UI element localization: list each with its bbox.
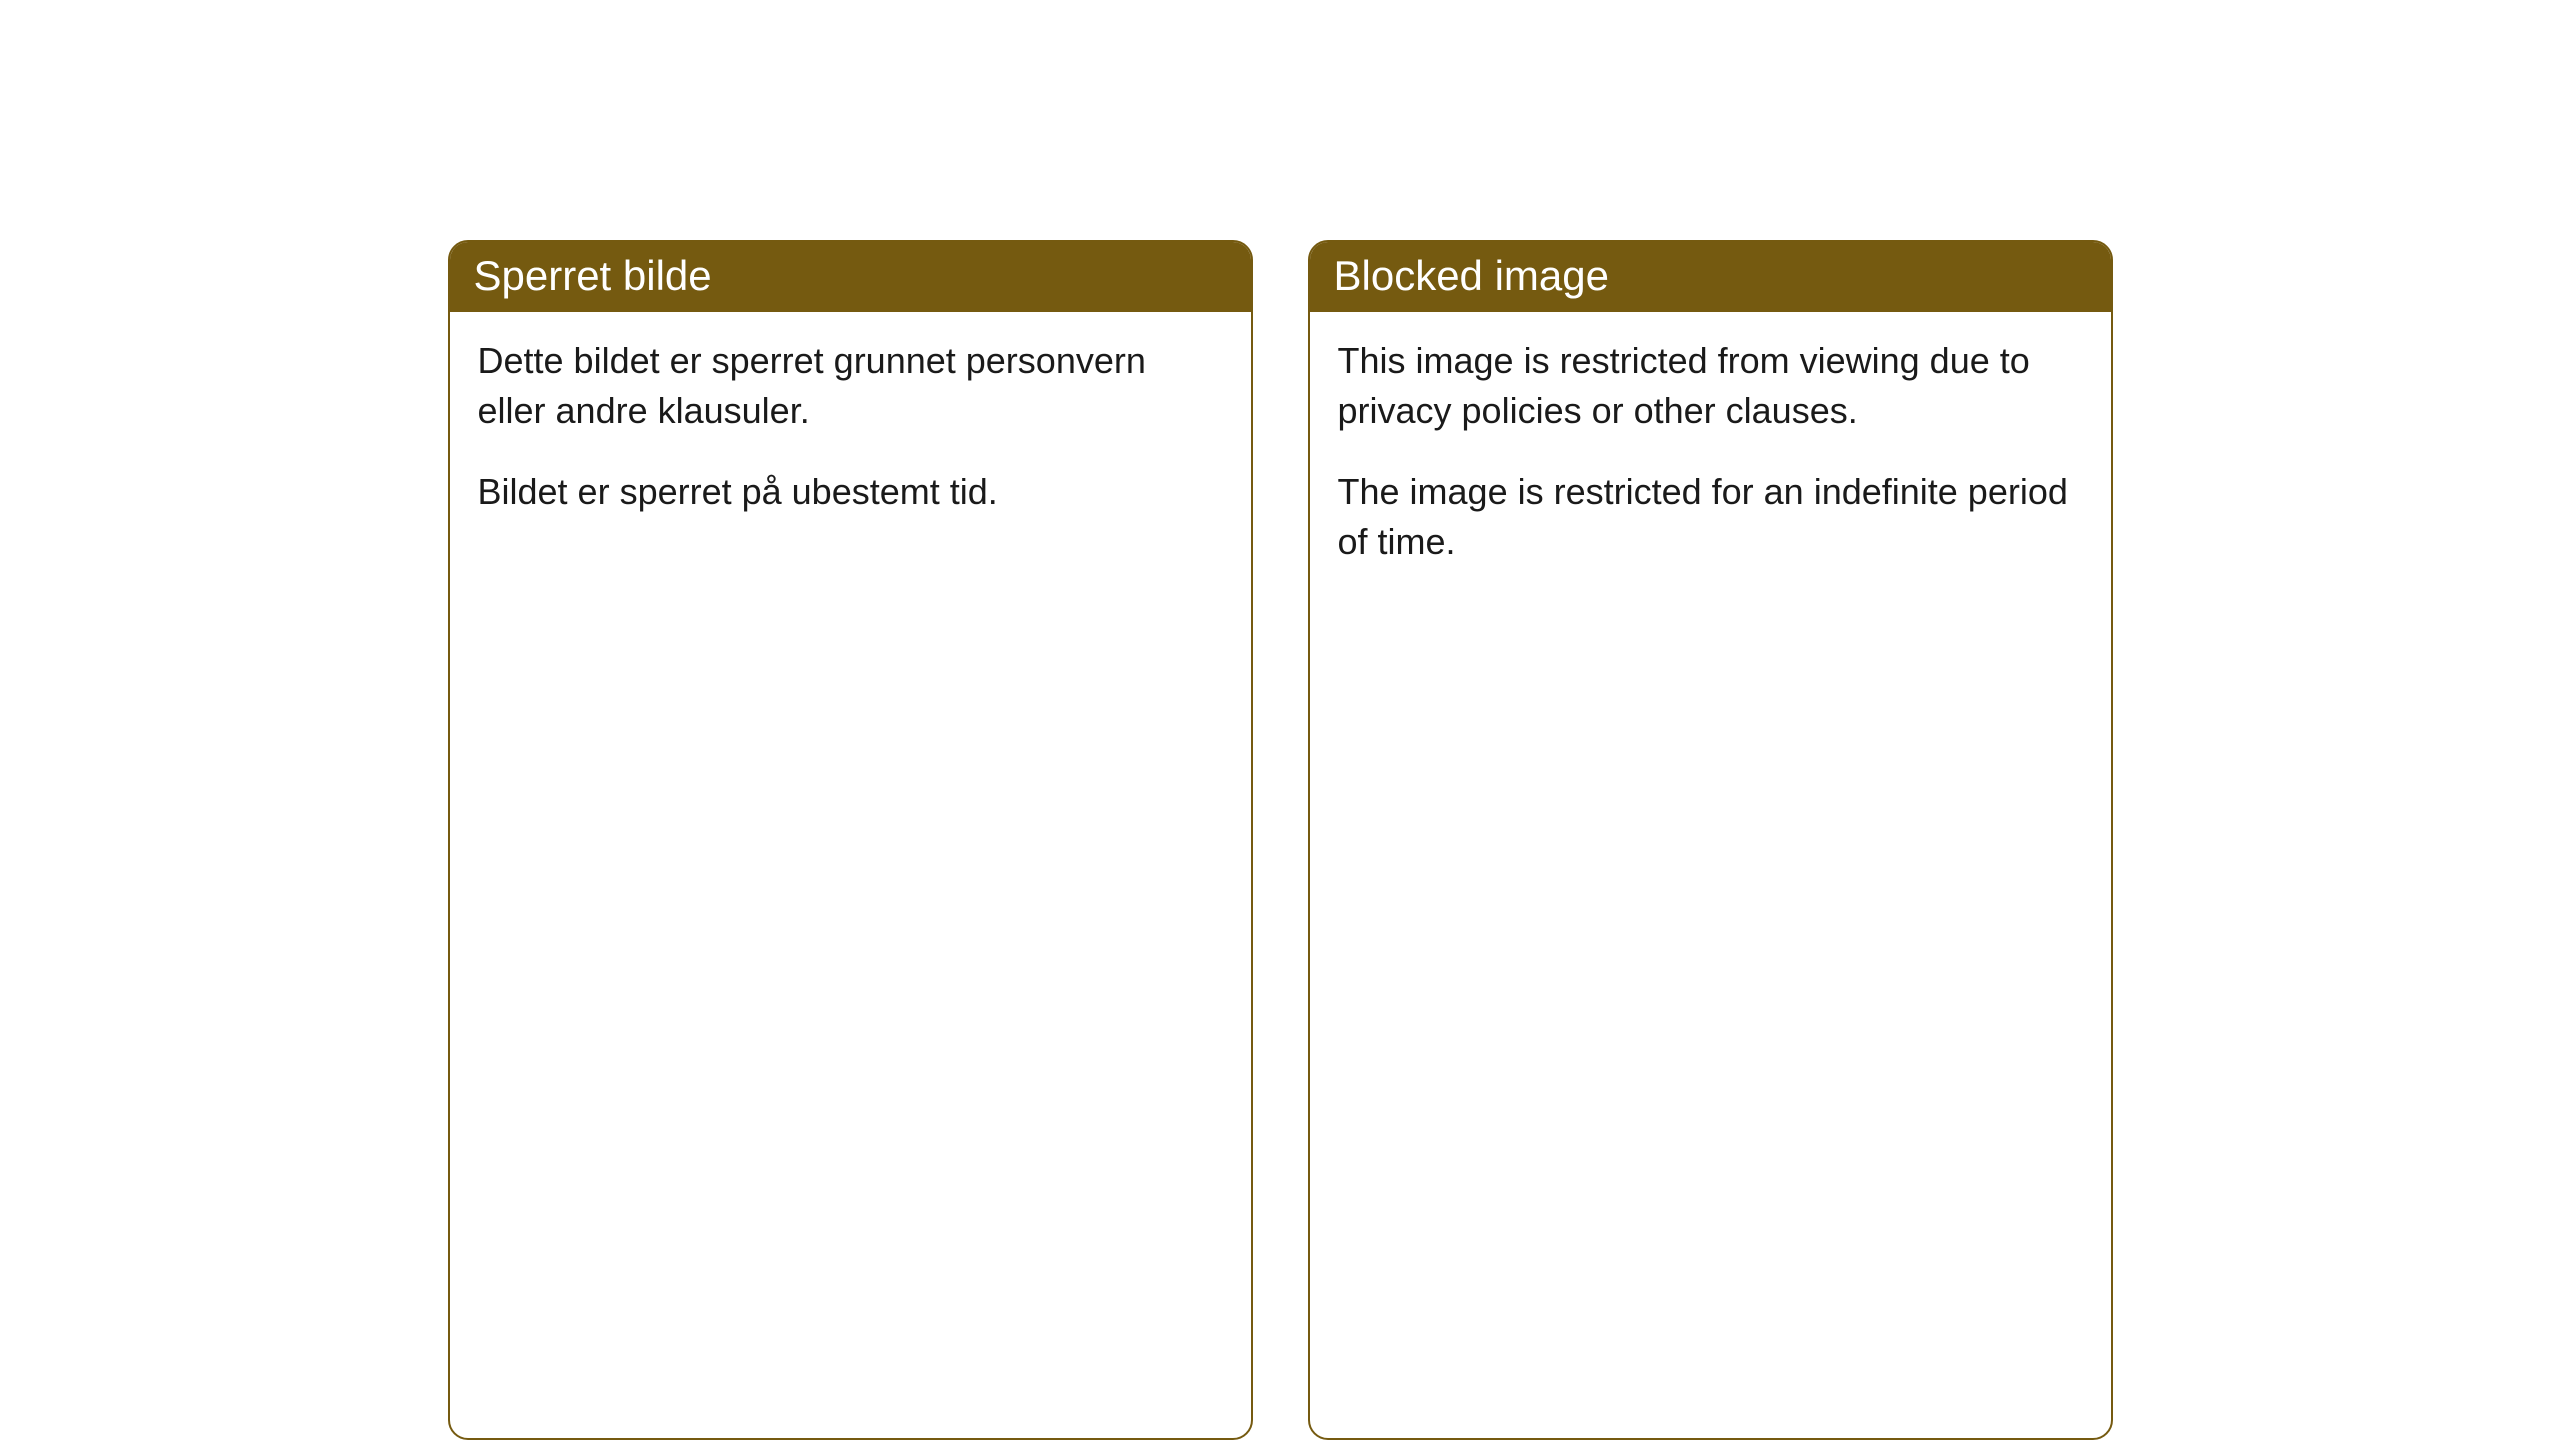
card-paragraph: Bildet er sperret på ubestemt tid.	[478, 467, 1223, 517]
card-paragraph: This image is restricted from viewing du…	[1338, 336, 2083, 437]
card-header-norwegian: Sperret bilde	[450, 242, 1251, 312]
card-header-english: Blocked image	[1310, 242, 2111, 312]
cards-container: Sperret bilde Dette bildet er sperret gr…	[448, 240, 2113, 1440]
card-paragraph: The image is restricted for an indefinit…	[1338, 467, 2083, 568]
card-body-english: This image is restricted from viewing du…	[1310, 312, 2111, 604]
card-body-norwegian: Dette bildet er sperret grunnet personve…	[450, 312, 1251, 553]
card-paragraph: Dette bildet er sperret grunnet personve…	[478, 336, 1223, 437]
card-norwegian: Sperret bilde Dette bildet er sperret gr…	[448, 240, 1253, 1440]
card-english: Blocked image This image is restricted f…	[1308, 240, 2113, 1440]
